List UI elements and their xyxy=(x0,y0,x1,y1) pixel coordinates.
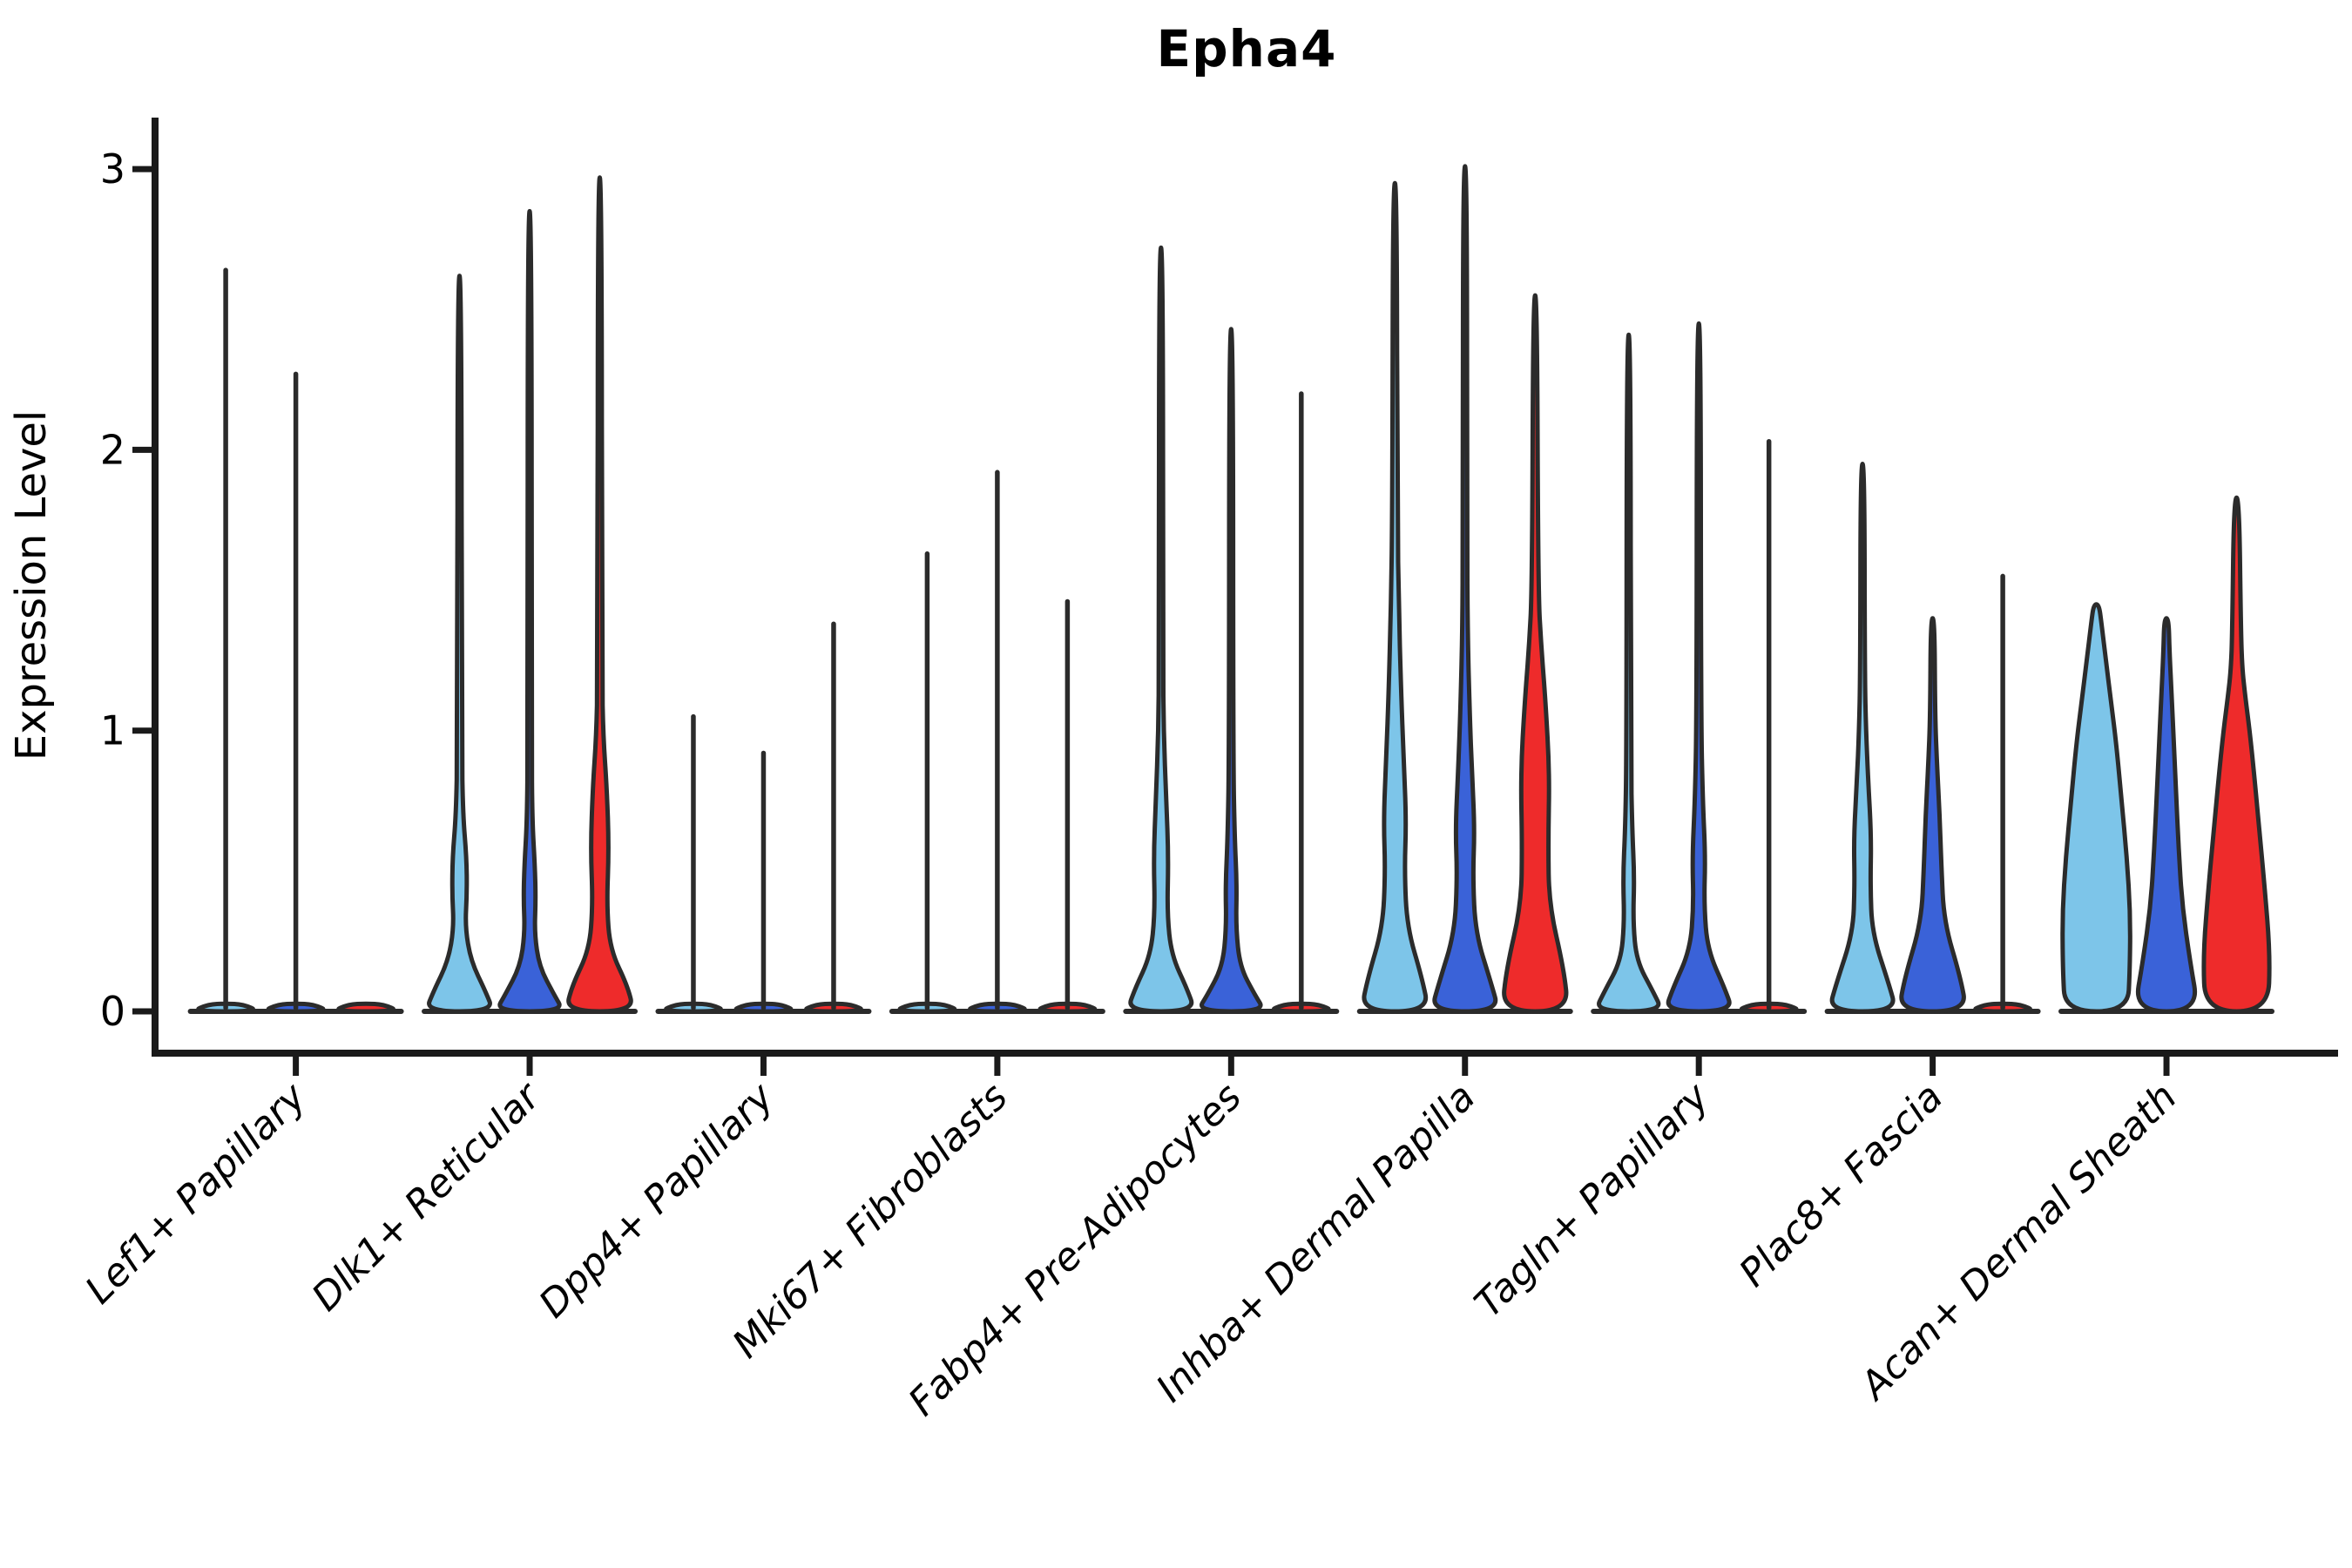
violin-g7-s1 xyxy=(1597,332,1661,1014)
violin-g6-s2 xyxy=(1432,164,1498,1014)
violin-g5-s1 xyxy=(1128,245,1194,1014)
x-category-label: Plac8+ Fascia xyxy=(1731,1075,1951,1295)
violin-g6-s3 xyxy=(1502,293,1569,1014)
violin-g9-s1 xyxy=(2060,602,2132,1014)
violin-g7-s2 xyxy=(1666,321,1732,1014)
chart-title: Epha4 xyxy=(1156,19,1337,78)
violin-g8-s2 xyxy=(1899,616,1966,1014)
violin-g1-s3-base xyxy=(336,1001,395,1014)
x-category-label: Dlk1+ Reticular xyxy=(303,1073,550,1320)
violin-g2-s1 xyxy=(427,274,492,1014)
violin-g8-s1 xyxy=(1829,462,1896,1014)
violin-g9-s3 xyxy=(2201,495,2272,1014)
y-tick-label: 1 xyxy=(100,707,125,754)
y-tick-label: 0 xyxy=(100,988,125,1035)
violin-g5-s2 xyxy=(1200,327,1263,1014)
violin-g9-s2 xyxy=(2135,616,2198,1014)
violin-g6-s1 xyxy=(1362,180,1429,1014)
y-tick-label: 3 xyxy=(100,145,125,193)
y-tick-label: 2 xyxy=(100,426,125,473)
x-category-label: Tagln+ Papillary xyxy=(1466,1074,1718,1326)
y-axis-label: Expression Level xyxy=(7,410,56,761)
violin-g2-s3 xyxy=(566,175,633,1014)
x-category-label: Lef1+ Papillary xyxy=(77,1074,315,1313)
x-category-label: Dpp4+ Papillary xyxy=(531,1074,783,1327)
violin-g2-s2 xyxy=(497,208,562,1014)
